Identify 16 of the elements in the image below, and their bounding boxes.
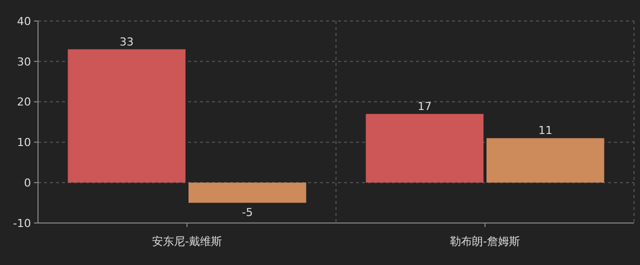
y-tick-label: 10 (17, 136, 31, 150)
y-tick-label: -10 (13, 216, 31, 230)
x-tick-label: 安东尼-戴维斯 (152, 235, 222, 248)
bar (366, 114, 484, 183)
bar (68, 49, 186, 183)
y-tick-label: 30 (17, 55, 31, 68)
bar (188, 182, 306, 203)
data-label: -5 (242, 206, 253, 219)
data-label: 11 (538, 124, 552, 138)
y-tick-label: 0 (24, 176, 31, 190)
bar (486, 138, 604, 183)
data-label: 33 (120, 35, 134, 48)
x-tick-label: 勒布朗-詹姆斯 (450, 235, 520, 248)
y-tick-label: 40 (17, 14, 31, 28)
y-tick-label: 20 (17, 96, 31, 109)
data-label: 17 (418, 100, 432, 113)
